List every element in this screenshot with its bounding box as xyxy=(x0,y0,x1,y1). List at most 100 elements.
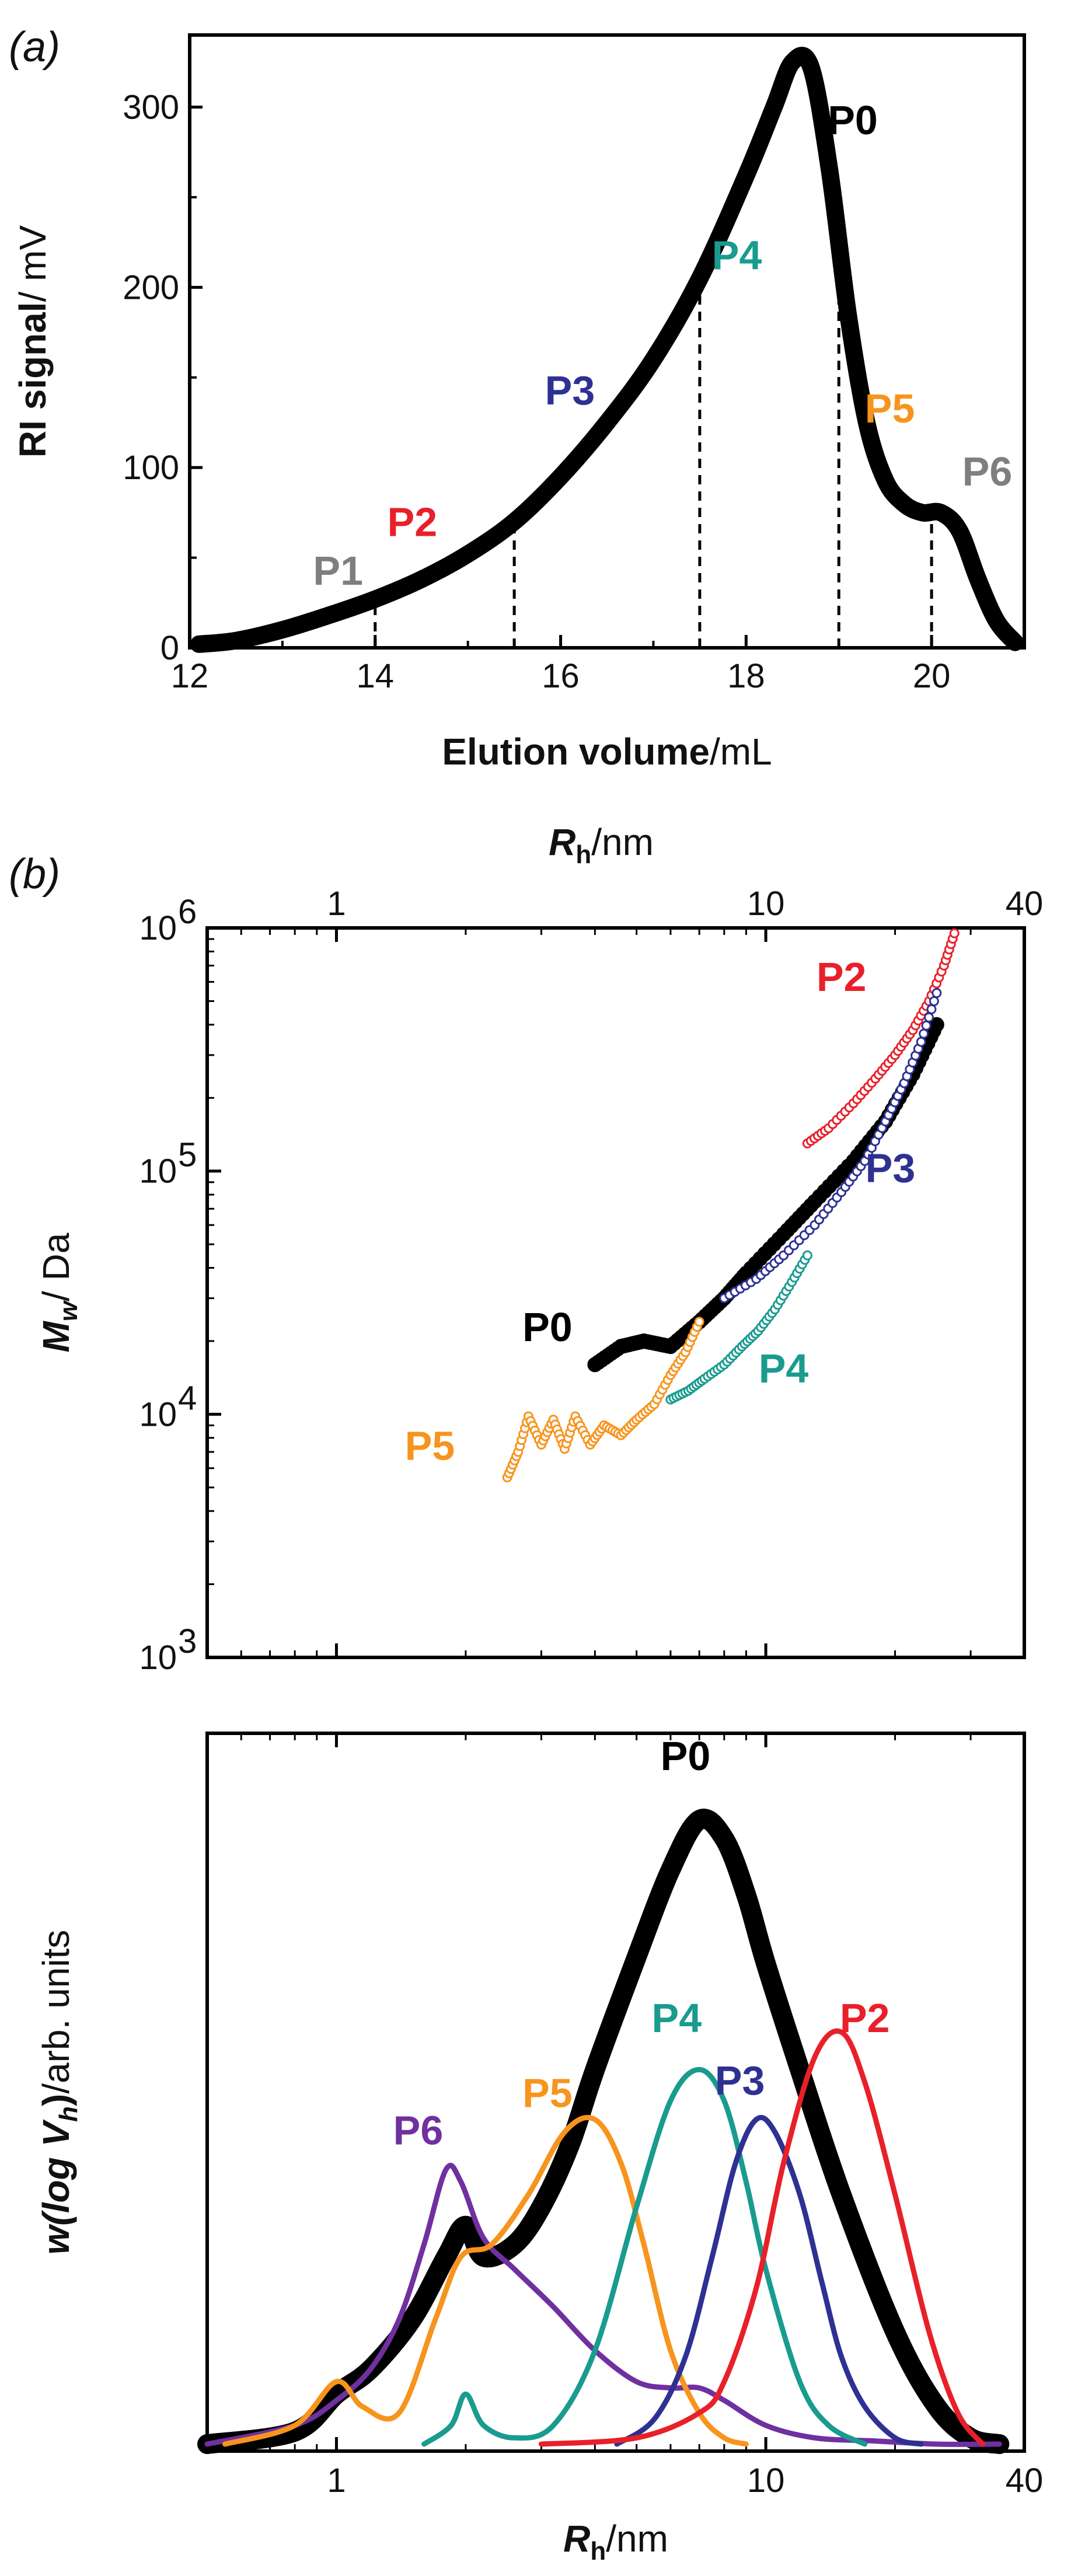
chart-a-x-tick-label: 12 xyxy=(171,657,209,695)
chart-a-label-p4: P4 xyxy=(712,232,762,278)
chart-b-top-axis-label-unit: /nm xyxy=(591,821,654,863)
chart-b-y-tick-exponent: 3 xyxy=(178,1622,197,1660)
chart-a-y-tick-label: 0 xyxy=(161,629,179,667)
chart-c-ticks: 1 10 40 xyxy=(206,1733,1044,2500)
chart-c-series-p5 xyxy=(222,2114,749,2447)
chart-c-y-axis-label: w(log Vh)/arb. units xyxy=(35,1930,83,2255)
chart-c-series-labels: P0 P2 P4 P3 P5 P6 xyxy=(393,1733,890,2153)
chart-b-point-p3 xyxy=(929,996,939,1006)
chart-a-label-p3: P3 xyxy=(545,368,595,413)
chart-b-y-tick-exponent: 4 xyxy=(178,1379,197,1417)
chart-b-y-tick-exponent: 6 xyxy=(178,893,197,931)
chart-b-series-labels: P2 P3 P0 P4 P5 xyxy=(405,954,916,1468)
chart-c-series-p4 xyxy=(421,2067,868,2447)
chart-a-y-tick-label: 100 xyxy=(123,449,179,487)
chart-b-point-p2 xyxy=(949,928,960,938)
chart-c-x-axis-label-bold: R xyxy=(563,2518,590,2560)
chart-a-x-axis-label-unit: /mL xyxy=(710,731,772,773)
chart-a-x-tick-label: 14 xyxy=(357,657,395,695)
chart-a-y-axis-label-bold: RI signal xyxy=(12,302,54,458)
chart-a-y-axis-label: RI signal/ mV xyxy=(12,225,54,458)
chart-b-panel-label: (b) xyxy=(9,851,60,898)
chart-a-y-tick-label: 300 xyxy=(123,89,179,127)
chart-b-y-tick-label: 10 xyxy=(139,1153,177,1191)
chart-b-top-axis-label-sub: h xyxy=(575,840,591,869)
chart-b-y-axis-label-bold: M xyxy=(35,1320,77,1352)
chart-c-series-p2 xyxy=(538,2028,986,2447)
chart-b-point-p3 xyxy=(921,1020,932,1031)
chart-c-label-p3: P3 xyxy=(715,2058,765,2103)
chart-b-series xyxy=(502,928,960,1483)
chart-c-label-p4: P4 xyxy=(652,1995,702,2041)
chart-b-top-axis-label: Rh/nm xyxy=(549,821,654,869)
chart-a-x-axis-label: Elution volume/mL xyxy=(442,731,772,773)
chart-b-series-p3 xyxy=(719,988,942,1304)
chart-a-series-p0 xyxy=(190,47,1024,653)
chart-c-x-axis-label-unit: /nm xyxy=(606,2518,668,2560)
chart-c-label-p2: P2 xyxy=(840,1995,890,2041)
chart-a-x-tick-label: 18 xyxy=(727,657,765,695)
chart-b-point-p3 xyxy=(916,1036,926,1047)
chart-b-label-p3: P3 xyxy=(866,1146,916,1191)
chart-c-label-p6: P6 xyxy=(393,2108,444,2153)
chart-b-label-p2: P2 xyxy=(817,954,867,1000)
chart-b-y-axis-label-sub: w xyxy=(54,1300,83,1321)
chart-c-x-tick-label: 10 xyxy=(747,2462,785,2500)
chart-c-x-axis-label: Rh/nm xyxy=(563,2518,668,2565)
chart-b-x-tick-label: 40 xyxy=(1006,885,1044,923)
chart-b-point-p3 xyxy=(919,1028,929,1039)
chart-b-x-tick-label: 10 xyxy=(747,885,785,923)
chart-b-series-p4 xyxy=(665,1250,812,1405)
chart-b-frame xyxy=(205,926,1026,1659)
chart-c-y-axis-label-sub: h xyxy=(54,2106,83,2122)
chart-b-label-p0: P0 xyxy=(522,1304,573,1350)
chart-c-series xyxy=(197,1809,1010,2454)
chart-c-series-p6 xyxy=(204,2162,1002,2447)
chart-a-label-p0: P0 xyxy=(828,97,878,143)
chart-b-x-tick-label: 1 xyxy=(327,885,346,923)
chart-b-label-p4: P4 xyxy=(759,1346,809,1391)
chart-b-y-axis-label: Mw/ Da xyxy=(35,1233,83,1352)
chart-c-series-p0 xyxy=(197,1809,1010,2454)
chart-a-label-p2: P2 xyxy=(388,500,438,545)
chart-a-x-tick-label: 16 xyxy=(542,657,580,695)
chart-b-series-p5 xyxy=(502,1317,704,1483)
chart-b-point-p5 xyxy=(694,1317,704,1327)
chart-a-y-tick-label: 200 xyxy=(123,268,179,306)
chart-a-label-p6: P6 xyxy=(962,449,1013,494)
chart-b-y-tick-label: 10 xyxy=(139,909,177,947)
chart-c: 1 10 40 P0 P2 P4 P3 P5 P6 Rh/nm w(log Vh)/arb. … xyxy=(35,1732,1044,2565)
chart-c-label-p0: P0 xyxy=(661,1733,711,1779)
chart-c-x-axis-label-sub: h xyxy=(590,2537,606,2565)
chart-a-label-p5: P5 xyxy=(865,386,915,431)
chart-c-series-p3 xyxy=(614,2114,924,2447)
chart-b-top-axis-label-bold: R xyxy=(549,821,575,863)
chart-a-y-axis-label-unit: / mV xyxy=(12,225,54,302)
chart-b-y-tick-label: 10 xyxy=(139,1395,177,1433)
chart-c-y-axis-label-tail: ) xyxy=(35,2094,77,2106)
chart-b-point-p4 xyxy=(802,1250,812,1261)
chart-a-label-p1: P1 xyxy=(313,548,363,594)
chart-c-frame xyxy=(205,1732,1026,2453)
chart-b-label-p5: P5 xyxy=(405,1423,455,1468)
chart-a-panel-label: (a) xyxy=(9,24,60,71)
chart-b-point-p3 xyxy=(932,988,942,999)
chart-b-point-p3 xyxy=(924,1012,934,1022)
chart-a-x-axis-label-bold: Elution volume xyxy=(442,731,710,773)
chart-b-y-tick-label: 10 xyxy=(139,1639,177,1677)
chart-c-x-tick-label: 1 xyxy=(327,2462,346,2500)
chart-c-x-tick-label: 40 xyxy=(1006,2462,1044,2500)
chart-b-y-axis-label-unit: / Da xyxy=(35,1233,77,1301)
chart-b-point-p3 xyxy=(926,1004,937,1014)
chart-c-y-axis-label-bold: w(log V xyxy=(35,2119,77,2255)
chart-a-fraction-labels: P1 P2 P3 P4 P5 P6 P0 xyxy=(313,97,1012,594)
chart-a-x-tick-label: 20 xyxy=(913,657,951,695)
chart-c-label-p5: P5 xyxy=(522,2070,573,2116)
chart-a-series xyxy=(190,47,1024,653)
chart-b-series-p2 xyxy=(802,928,960,1149)
